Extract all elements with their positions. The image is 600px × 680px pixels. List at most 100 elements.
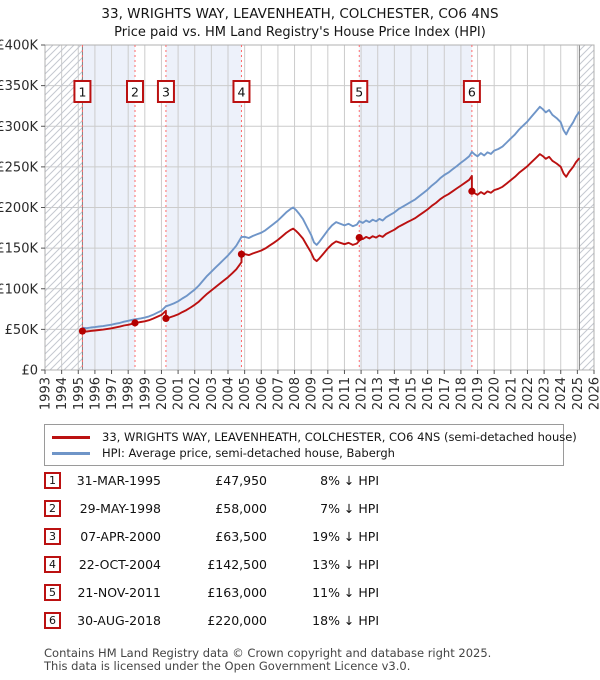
sale-point — [468, 187, 476, 195]
x-axis-label: 2008 — [288, 377, 303, 410]
x-axis-label: 2005 — [238, 377, 253, 410]
svg-text:4: 4 — [237, 85, 245, 100]
sale-point — [355, 233, 363, 242]
sale-row: 4 22-OCT-2004 £142,500 13% ↓ HPI — [44, 556, 556, 573]
footer-line-1: Contains HM Land Registry data © Crown c… — [44, 646, 492, 660]
y-axis-label: £0 — [21, 364, 38, 379]
x-axis-label: 2010 — [321, 377, 336, 410]
x-axis-label: 1996 — [88, 377, 103, 410]
hpi-line — [82, 105, 581, 330]
sale-date: 31-MAR-1995 — [76, 473, 161, 488]
legend-label-hpi: HPI: Average price, semi-detached house,… — [102, 446, 395, 460]
sale-date: 22-OCT-2004 — [78, 557, 161, 572]
sale-number-badge: 4 — [44, 556, 61, 573]
sale-point — [131, 319, 139, 327]
sale-number-badge: 1 — [44, 472, 61, 489]
x-axis-label: 2000 — [155, 377, 170, 410]
sale-price: £142,500 — [207, 557, 267, 572]
svg-text:3: 3 — [162, 85, 170, 100]
x-axis-label: 1994 — [55, 377, 70, 410]
y-axis-label: £50K — [5, 323, 39, 338]
sale-date: 29-MAY-1998 — [79, 501, 161, 516]
sale-row: 3 07-APR-2000 £63,500 19% ↓ HPI — [44, 528, 556, 545]
price-paid-line — [82, 153, 581, 333]
sale-hpi-delta: 18% ↓ HPI — [312, 613, 379, 628]
x-axis-label: 2017 — [438, 377, 453, 410]
chart-subtitle: Price paid vs. HM Land Registry's House … — [114, 25, 486, 40]
x-axis-label: 2006 — [255, 377, 270, 410]
property-line-swatch — [52, 435, 90, 439]
legend: 33, WRIGHTS WAY, LEAVENHEATH, COLCHESTER… — [44, 424, 577, 466]
sales-table: 1 31-MAR-1995 £47,950 8% ↓ HPI 2 29-MAY-1998 £… — [44, 472, 556, 640]
x-axis-label: 2001 — [172, 377, 187, 410]
x-axis-label: 1999 — [138, 377, 153, 410]
y-axis-label: £350K — [0, 79, 38, 94]
no-data-hatch — [579, 45, 594, 370]
sale-point — [237, 250, 246, 258]
x-axis-label: 1998 — [122, 377, 137, 410]
x-axis-label: 2015 — [405, 377, 420, 410]
x-axis-label: 2018 — [454, 377, 469, 410]
x-axis-label: 2004 — [222, 377, 237, 410]
sale-row: 5 21-NOV-2011 £163,000 11% ↓ HPI — [44, 584, 556, 601]
x-axis-label: 2002 — [188, 377, 203, 410]
svg-text:2: 2 — [131, 85, 139, 100]
sale-number-badge: 5 — [44, 584, 61, 601]
sale-price: £58,000 — [215, 501, 267, 516]
sale-point — [162, 314, 170, 323]
sale-hpi-delta: 19% ↓ HPI — [312, 529, 379, 544]
sale-hpi-delta: 11% ↓ HPI — [312, 585, 379, 600]
y-axis-label: £250K — [0, 160, 38, 175]
sale-marker-label: 1 — [73, 80, 92, 103]
sale-hpi-delta: 7% ↓ HPI — [320, 501, 379, 516]
x-axis-label: 2025 — [571, 377, 586, 410]
x-axis-label: 2023 — [538, 377, 553, 410]
legend-item-property: 33, WRIGHTS WAY, LEAVENHEATH, COLCHESTER… — [52, 429, 577, 445]
sale-point — [78, 327, 87, 335]
x-axis-label: 2022 — [521, 377, 536, 410]
svg-text:6: 6 — [468, 85, 476, 100]
y-axis-label: £150K — [0, 242, 38, 257]
x-axis-label: 1993 — [39, 377, 54, 410]
y-axis-label: £100K — [0, 282, 38, 297]
sale-date: 07-APR-2000 — [80, 529, 161, 544]
x-axis-label: 2019 — [471, 377, 486, 410]
chart-title: 33, WRIGHTS WAY, LEAVENHEATH, COLCHESTER… — [101, 6, 499, 22]
sale-date: 30-AUG-2018 — [77, 613, 161, 628]
svg-text:5: 5 — [355, 85, 363, 100]
sale-number-badge: 2 — [44, 500, 61, 517]
sale-marker-label: 6 — [462, 80, 481, 103]
x-axis-label: 2014 — [388, 377, 403, 410]
sale-number-badge: 3 — [44, 528, 61, 545]
x-axis-label: 2020 — [488, 377, 503, 410]
sale-number-badge: 6 — [44, 612, 61, 629]
sale-row: 2 29-MAY-1998 £58,000 7% ↓ HPI — [44, 500, 556, 517]
sale-price: £220,000 — [207, 613, 267, 628]
x-axis-label: 2026 — [588, 377, 600, 410]
x-axis-label: 2009 — [305, 377, 320, 410]
x-axis-label: 1995 — [72, 377, 87, 410]
y-axis-label: £300K — [0, 120, 38, 135]
sale-price: £47,950 — [215, 473, 267, 488]
sale-price: £63,500 — [215, 529, 267, 544]
legend-label-property: 33, WRIGHTS WAY, LEAVENHEATH, COLCHESTER… — [102, 430, 577, 444]
sale-marker-label: 2 — [126, 80, 145, 103]
y-axis-label: £400K — [0, 39, 38, 54]
svg-text:1: 1 — [78, 85, 86, 100]
sale-date: 21-NOV-2011 — [77, 585, 161, 600]
legend-item-hpi: HPI: Average price, semi-detached house,… — [52, 445, 563, 461]
x-axis-label: 2021 — [504, 377, 519, 410]
axis-ticks — [41, 44, 595, 374]
x-axis-label: 2007 — [271, 377, 286, 410]
sale-price: £163,000 — [207, 585, 267, 600]
sale-hpi-delta: 8% ↓ HPI — [320, 473, 379, 488]
x-axis-label: 2012 — [355, 377, 370, 410]
sale-hpi-delta: 13% ↓ HPI — [312, 557, 379, 572]
x-axis-label: 2011 — [338, 377, 353, 410]
sale-row: 6 30-AUG-2018 £220,000 18% ↓ HPI — [44, 612, 556, 629]
sale-marker-label: 4 — [232, 80, 251, 103]
sale-marker-label: 3 — [156, 80, 175, 103]
license-footer: Contains HM Land Registry data © Crown c… — [44, 647, 491, 673]
x-axis-label: 2013 — [371, 377, 386, 410]
price-history-chart: 1 2 3 4 5 6 £0 £50K £100K £150K £200K £250K £300K £35… — [0, 39, 600, 411]
